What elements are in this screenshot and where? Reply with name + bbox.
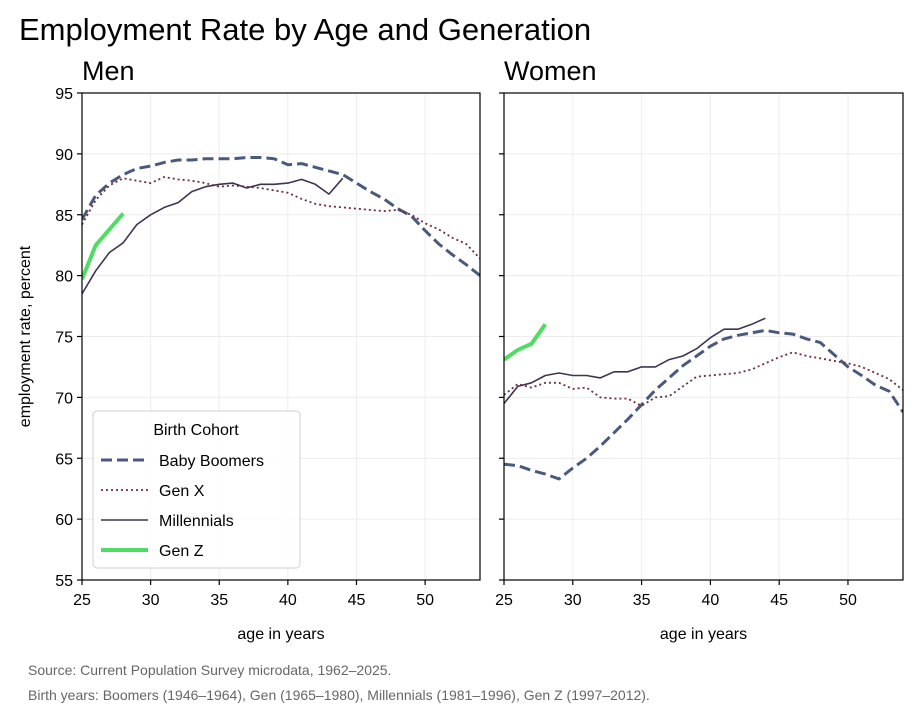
y-axis-label: employment rate, percent (17, 245, 34, 427)
legend-label: Baby Boomers (159, 453, 264, 470)
series-line-gen-z (82, 212, 125, 281)
legend-label: Gen X (159, 483, 205, 500)
y-tick-label: 75 (55, 330, 73, 347)
legend: Birth Cohort Baby Boomers Gen X Millennials… (92, 410, 301, 569)
y-tick-label: 55 (55, 573, 73, 590)
x-tick-label: 35 (210, 592, 228, 609)
y-tick-label: 60 (55, 512, 73, 529)
source-line-2: Birth years: Boomers (1946–1964), Gen (1… (28, 687, 650, 703)
panels: 55 60 65 70 75 80 85 90 95 25 30 35 40 45 50 Men age in … (17, 56, 904, 643)
panel-title: Women (504, 56, 597, 86)
y-tick-label: 65 (55, 451, 73, 468)
y-tick-label: 90 (55, 147, 73, 164)
series-line-millennials (82, 177, 344, 295)
x-tick-label: 40 (279, 592, 297, 609)
panel-women: 25 30 35 40 45 50 Women age in years (495, 56, 904, 643)
figure-title: Employment Rate by Age and Generation (19, 12, 591, 47)
legend-title: Birth Cohort (153, 422, 239, 439)
x-tick-label: 35 (633, 592, 651, 609)
x-tick-label: 30 (564, 592, 582, 609)
x-tick-label: 45 (348, 592, 366, 609)
series-line-gen-z (504, 323, 547, 362)
y-tick-label: 95 (55, 86, 73, 103)
legend-label: Millennials (159, 513, 234, 530)
panel-title: Men (82, 56, 135, 86)
x-axis-label: age in years (237, 626, 324, 643)
series-line-millennials (504, 317, 766, 405)
series-group (82, 156, 480, 295)
x-tick-label: 50 (839, 592, 857, 609)
x-tick-label: 25 (495, 592, 513, 609)
series-line-baby-boomers (82, 156, 480, 277)
x-axis-label: age in years (660, 626, 747, 643)
source-line-1: Source: Current Population Survey microd… (28, 662, 391, 678)
y-tick-label: 85 (55, 208, 73, 225)
x-tick-label: 30 (142, 592, 160, 609)
series-line-gen-x (82, 176, 480, 260)
series-group (504, 317, 903, 481)
legend-label: Gen Z (159, 543, 204, 560)
series-line-baby-boomers (504, 328, 903, 481)
x-tick-label: 25 (73, 592, 91, 609)
x-tick-label: 45 (770, 592, 788, 609)
x-tick-label: 50 (416, 592, 434, 609)
y-tick-label: 80 (55, 269, 73, 286)
y-tick-label: 70 (55, 390, 73, 407)
legend-box (92, 410, 301, 569)
x-tick-label: 40 (701, 592, 719, 609)
